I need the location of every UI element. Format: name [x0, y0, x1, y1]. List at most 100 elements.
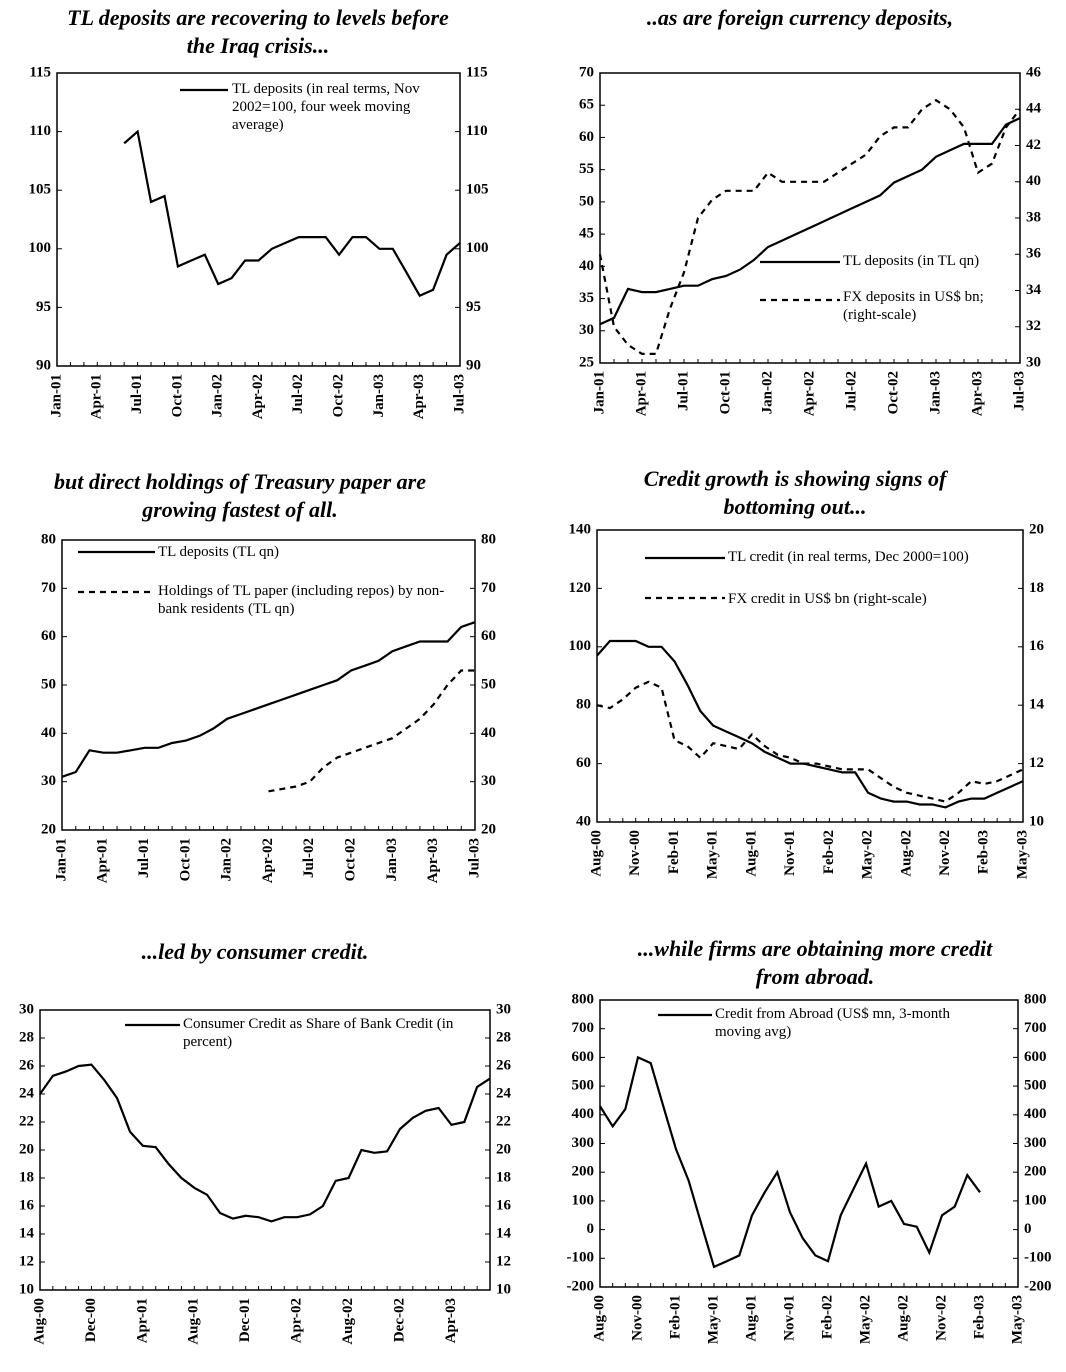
x-tick-label: Jul-03 — [466, 838, 482, 878]
x-tick-label: Feb-02 — [821, 830, 837, 874]
y2-tick-label: 12 — [496, 1253, 511, 1269]
legend-label: TL deposits (in TL qn) — [843, 253, 980, 269]
series-line — [123, 129, 461, 298]
x-tick-label: Aug-02 — [895, 1295, 911, 1342]
legend-label: TL deposits (in real terms, Nov 2002=100… — [232, 81, 420, 133]
y-tick-label: 80 — [41, 531, 56, 547]
x-tick-label: Apr-01 — [633, 371, 649, 416]
x-tick-label: Apr-01 — [95, 838, 111, 883]
y2-tick-label: 20 — [481, 821, 496, 837]
y-tick-label: 24 — [19, 1085, 35, 1101]
y-tick-label: 60 — [576, 755, 591, 771]
x-tick-label: Nov-01 — [782, 830, 798, 876]
y-tick-label: 55 — [579, 161, 594, 177]
y-tick-label: 140 — [569, 521, 592, 537]
y-tick-label: 10 — [19, 1281, 34, 1297]
x-tick-label: Apr-03 — [425, 838, 441, 883]
chart-title: ..as are foreign currency deposits, — [646, 5, 954, 30]
x-tick-label: Dec-01 — [237, 1298, 253, 1342]
y-tick-label: 30 — [579, 322, 594, 338]
y2-tick-label: 100 — [1024, 1192, 1047, 1208]
y-tick-label: 100 — [29, 240, 52, 256]
y2-tick-label: 34 — [1026, 282, 1042, 298]
x-tick-label: Apr-01 — [134, 1298, 150, 1343]
x-tick-label: Apr-03 — [443, 1298, 459, 1343]
y2-tick-label: 12 — [1029, 755, 1044, 771]
x-tick-label: Jul-03 — [1011, 371, 1027, 411]
series-line — [39, 1063, 491, 1223]
y2-tick-label: 300 — [1024, 1135, 1047, 1151]
x-tick-label: Apr-03 — [969, 371, 985, 416]
x-tick-label: Jan-01 — [53, 838, 69, 881]
x-tick-label: Jan-02 — [210, 374, 226, 417]
x-tick-label: Oct-02 — [331, 374, 347, 417]
chart-title: but direct holdings of Treasury paper ar… — [54, 469, 426, 522]
y-tick-label: -100 — [567, 1250, 595, 1266]
y2-tick-label: -100 — [1024, 1250, 1052, 1266]
x-tick-label: Apr-02 — [289, 1298, 305, 1343]
y2-tick-label: 16 — [1029, 638, 1045, 654]
x-tick-label: Feb-03 — [976, 830, 992, 874]
x-tick-label: May-02 — [860, 830, 876, 879]
x-tick-label: Feb-01 — [666, 830, 682, 874]
x-tick-label: May-01 — [705, 1295, 721, 1344]
y2-tick-label: 38 — [1026, 209, 1041, 225]
y-tick-label: 25 — [579, 354, 594, 370]
x-tick-label: Oct-02 — [343, 838, 359, 881]
plot-frame — [599, 999, 1019, 1288]
y-tick-label: 22 — [19, 1113, 34, 1129]
x-tick-label: Aug-00 — [31, 1298, 47, 1345]
y-tick-label: 400 — [572, 1106, 595, 1122]
x-tick-label: Jan-03 — [384, 838, 400, 881]
y2-tick-label: 115 — [466, 64, 488, 80]
x-tick-label: Jul-01 — [675, 371, 691, 411]
x-tick-label: Jan-01 — [48, 374, 64, 417]
y-tick-label: 50 — [579, 193, 594, 209]
y2-tick-label: 10 — [1029, 813, 1044, 829]
x-tick-label: Jan-03 — [927, 371, 943, 414]
x-tick-label: Oct-02 — [885, 371, 901, 414]
y2-tick-label: 200 — [1024, 1164, 1047, 1180]
x-tick-label: May-03 — [1009, 1295, 1025, 1344]
legend-label: FX deposits in US$ bn; (right-scale) — [843, 289, 984, 323]
y-tick-label: 70 — [41, 580, 56, 596]
plot-frame — [596, 529, 1024, 823]
y2-tick-label: 30 — [481, 773, 496, 789]
y2-tick-label: 40 — [1026, 173, 1041, 189]
series-line — [268, 669, 475, 793]
y2-tick-label: 500 — [1024, 1078, 1047, 1094]
x-tick-label: Nov-02 — [933, 1295, 949, 1341]
y-tick-label: -200 — [567, 1278, 595, 1294]
y-tick-label: 90 — [36, 357, 51, 373]
y-tick-label: 20 — [19, 1141, 34, 1157]
x-tick-label: Aug-01 — [743, 830, 759, 877]
y2-tick-label: 24 — [496, 1085, 512, 1101]
y2-tick-label: 16 — [496, 1197, 512, 1213]
y-tick-label: 80 — [576, 697, 591, 713]
x-tick-label: May-01 — [705, 830, 721, 879]
y2-tick-label: 95 — [466, 299, 481, 315]
x-tick-label: Nov-00 — [629, 1295, 645, 1341]
y-tick-label: 600 — [572, 1049, 595, 1065]
y-tick-label: 0 — [587, 1221, 595, 1237]
y-tick-label: 500 — [572, 1078, 595, 1094]
y-tick-label: 65 — [579, 97, 594, 113]
x-tick-label: Aug-00 — [591, 1295, 607, 1342]
legend-label: Holdings of TL paper (including repos) b… — [158, 583, 445, 617]
series-line — [599, 1055, 981, 1269]
y2-tick-label: 100 — [466, 240, 489, 256]
y-tick-label: 12 — [19, 1253, 34, 1269]
y2-tick-label: 600 — [1024, 1049, 1047, 1065]
x-tick-label: Nov-02 — [937, 830, 953, 876]
y-tick-label: 300 — [572, 1135, 595, 1151]
y-tick-label: 45 — [579, 226, 594, 242]
y-tick-label: 200 — [572, 1164, 595, 1180]
y2-tick-label: 20 — [1029, 521, 1044, 537]
y-tick-label: 40 — [576, 813, 591, 829]
y2-tick-label: 32 — [1026, 318, 1041, 334]
y2-tick-label: 700 — [1024, 1020, 1047, 1036]
chart-title: Credit growth is showing signs of bottom… — [643, 466, 947, 519]
y-tick-label: 40 — [41, 725, 56, 741]
x-tick-label: Apr-02 — [801, 371, 817, 416]
